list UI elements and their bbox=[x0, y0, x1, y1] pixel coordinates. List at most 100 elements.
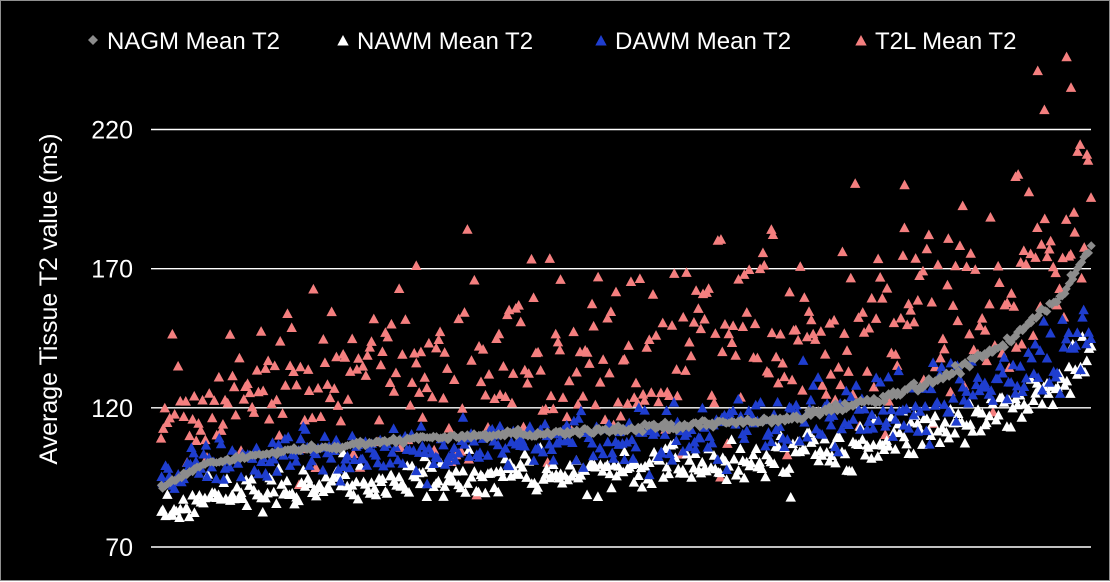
data-point bbox=[375, 359, 387, 370]
data-point bbox=[1028, 395, 1039, 405]
data-point bbox=[1082, 155, 1094, 165]
data-point bbox=[877, 404, 889, 415]
data-point bbox=[893, 365, 904, 376]
data-point bbox=[712, 454, 723, 464]
data-point bbox=[863, 442, 874, 452]
data-point bbox=[606, 482, 617, 493]
data-point bbox=[799, 292, 810, 302]
data-point bbox=[1041, 251, 1053, 262]
y-tick-label: 170 bbox=[91, 256, 133, 284]
data-point bbox=[855, 424, 866, 434]
data-point bbox=[361, 460, 373, 470]
data-point bbox=[967, 389, 979, 400]
data-point bbox=[303, 364, 314, 374]
data-point bbox=[306, 455, 317, 466]
data-point bbox=[957, 200, 968, 211]
data-point bbox=[1016, 338, 1027, 349]
data-point bbox=[830, 457, 841, 468]
data-point bbox=[857, 434, 868, 444]
data-point bbox=[590, 399, 601, 410]
data-point bbox=[206, 461, 217, 472]
data-point bbox=[183, 511, 195, 522]
data-point bbox=[288, 366, 299, 377]
data-point bbox=[455, 482, 467, 493]
series-0 bbox=[156, 241, 1096, 493]
data-point bbox=[917, 439, 928, 449]
data-point bbox=[466, 355, 477, 365]
data-point bbox=[291, 379, 302, 390]
data-point bbox=[810, 449, 821, 460]
data-point bbox=[523, 368, 534, 378]
data-point bbox=[981, 417, 992, 428]
data-point bbox=[405, 400, 416, 410]
data-point bbox=[227, 370, 238, 381]
data-point bbox=[703, 283, 714, 293]
data-point bbox=[377, 346, 388, 356]
data-point bbox=[293, 495, 304, 506]
data-point bbox=[1011, 380, 1023, 391]
data-point bbox=[779, 371, 790, 382]
data-point bbox=[519, 440, 530, 451]
data-point bbox=[413, 387, 425, 397]
data-point bbox=[331, 351, 342, 362]
data-point bbox=[604, 468, 616, 479]
data-point bbox=[535, 364, 546, 375]
data-point bbox=[200, 440, 212, 450]
data-point bbox=[188, 447, 199, 458]
data-point bbox=[921, 413, 933, 424]
data-point bbox=[532, 346, 544, 357]
data-point bbox=[612, 397, 624, 407]
data-point bbox=[592, 491, 604, 502]
data-point bbox=[351, 364, 363, 374]
data-point bbox=[872, 451, 884, 461]
data-point bbox=[491, 333, 502, 344]
data-point bbox=[994, 361, 1006, 371]
data-point bbox=[513, 300, 524, 310]
legend-label: NAWM Mean T2 bbox=[357, 28, 533, 55]
data-point bbox=[532, 442, 544, 453]
data-point bbox=[850, 380, 862, 390]
data-point bbox=[267, 437, 278, 447]
data-point bbox=[1010, 171, 1021, 181]
data-point bbox=[319, 431, 330, 441]
data-point bbox=[890, 414, 901, 424]
data-point bbox=[924, 438, 935, 449]
y-tick-label: 220 bbox=[91, 117, 133, 145]
data-point bbox=[315, 411, 326, 421]
data-point bbox=[251, 365, 263, 375]
data-point bbox=[821, 446, 832, 457]
data-point bbox=[726, 434, 737, 444]
data-point bbox=[932, 425, 944, 436]
data-point bbox=[878, 444, 890, 454]
data-point bbox=[195, 425, 207, 435]
data-point bbox=[217, 418, 229, 429]
data-point bbox=[224, 329, 236, 339]
data-point bbox=[339, 352, 351, 362]
data-point bbox=[330, 434, 342, 445]
data-point bbox=[414, 478, 426, 489]
data-point bbox=[215, 438, 227, 449]
data-point bbox=[362, 350, 373, 360]
data-point bbox=[286, 322, 297, 332]
data-point bbox=[295, 433, 306, 444]
data-point bbox=[1032, 372, 1044, 382]
data-point bbox=[299, 481, 311, 491]
data-point bbox=[741, 425, 753, 435]
data-point bbox=[497, 447, 508, 458]
data-point bbox=[908, 409, 919, 420]
data-point bbox=[1018, 245, 1030, 256]
data-point bbox=[521, 472, 532, 482]
data-point bbox=[548, 454, 559, 465]
data-point bbox=[421, 382, 433, 393]
data-point bbox=[284, 360, 296, 370]
data-point bbox=[610, 286, 622, 297]
data-point bbox=[998, 352, 1010, 362]
data-point bbox=[781, 449, 793, 460]
data-point bbox=[434, 326, 446, 337]
data-point bbox=[1063, 361, 1075, 372]
data-point bbox=[1039, 213, 1050, 224]
data-point bbox=[1057, 314, 1068, 324]
data-point bbox=[939, 417, 951, 427]
data-point bbox=[1086, 241, 1096, 251]
data-point bbox=[661, 405, 672, 416]
